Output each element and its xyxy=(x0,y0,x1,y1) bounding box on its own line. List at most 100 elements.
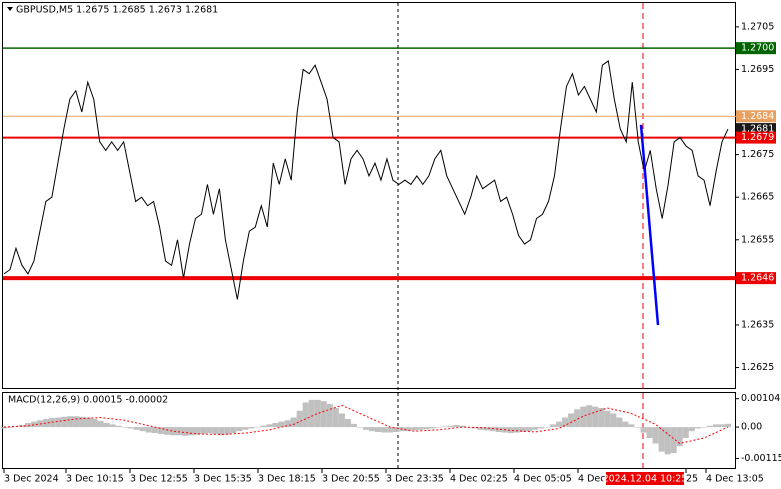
macd-bar xyxy=(175,427,182,436)
macd-bar xyxy=(640,427,647,433)
macd-bar xyxy=(519,427,526,432)
macd-bar xyxy=(194,427,201,435)
macd-bar xyxy=(103,423,110,428)
macd-bar xyxy=(441,426,448,428)
macd-bar xyxy=(344,418,351,428)
macd-bar xyxy=(284,420,291,428)
macd-bar xyxy=(151,427,158,434)
macd-bar xyxy=(181,427,189,436)
macd-bar xyxy=(43,418,50,428)
macd-bar xyxy=(224,427,231,435)
macd-bar xyxy=(592,406,599,428)
macd-bar xyxy=(495,427,502,432)
macd-bar xyxy=(290,417,297,428)
macd-bar xyxy=(628,424,635,428)
macd-bar xyxy=(507,427,514,434)
macd-bar xyxy=(97,421,104,428)
macd-bar xyxy=(586,405,593,428)
cursor-time-box xyxy=(606,472,684,485)
macd-bar xyxy=(477,427,484,430)
macd-bar xyxy=(550,424,557,428)
price-line xyxy=(3,60,729,300)
macd-bar xyxy=(133,427,140,430)
macd-bar xyxy=(109,424,116,428)
x-tick-label: 3 Dec 23:35 xyxy=(386,474,444,485)
macd-bar xyxy=(115,425,122,428)
y-tick-label: 1.2705 xyxy=(741,21,774,32)
macd-bar xyxy=(694,427,701,429)
x-tick-label: 3 Dec 2024 xyxy=(4,474,59,485)
y-tick-label: 1.2675 xyxy=(741,149,774,160)
x-tick-label: 3 Dec 15:35 xyxy=(194,474,252,485)
macd-bar xyxy=(73,416,80,428)
macd-bar xyxy=(664,427,671,455)
y-tick-label: 1.2655 xyxy=(741,234,774,245)
macd-bar xyxy=(556,421,563,428)
macd-bar xyxy=(350,423,357,428)
x-tick-label: 3 Dec 12:55 xyxy=(130,474,188,485)
macd-bar xyxy=(453,424,460,428)
macd-bar xyxy=(369,427,376,432)
macd-bar xyxy=(471,427,478,429)
macd-bar xyxy=(218,427,225,436)
x-tick-label: 25 xyxy=(686,474,698,485)
macd-bar xyxy=(616,417,623,428)
macd-bar xyxy=(531,427,538,430)
macd-bar xyxy=(242,427,249,430)
macd-bar xyxy=(157,427,164,434)
macd-bar xyxy=(483,427,490,431)
macd-bar xyxy=(200,427,207,434)
macd-bar xyxy=(230,427,237,434)
macd-bar xyxy=(188,427,195,436)
level-label: 1.2646 xyxy=(741,273,774,284)
macd-bar xyxy=(85,417,92,428)
x-tick-label: 4 Dec xyxy=(578,474,605,485)
macd-title: MACD(12,26,9) 0.00015 -0.00002 xyxy=(8,395,168,406)
signal-line xyxy=(3,404,729,444)
macd-bar xyxy=(610,413,617,428)
macd-bar xyxy=(0,427,8,429)
macd-bar xyxy=(163,427,170,435)
chart-title: GBPUSD,M5 1.2675 1.2685 1.2673 1.2681 xyxy=(16,5,218,16)
macd-bar xyxy=(411,427,418,431)
y-tick-label: 1.2695 xyxy=(741,64,774,75)
level-label-box xyxy=(736,272,776,285)
macd-bar xyxy=(724,423,732,428)
macd-bar xyxy=(574,409,581,428)
macd-bar xyxy=(121,427,128,428)
macd-bar xyxy=(712,424,719,428)
level-label-box xyxy=(736,131,776,144)
macd-bar xyxy=(248,427,255,429)
main-frame xyxy=(2,2,736,389)
macd-bar xyxy=(7,427,14,428)
macd-bar xyxy=(266,424,273,428)
macd-bar xyxy=(405,427,412,432)
y-tick-label: 0.00 xyxy=(741,422,762,433)
y-tick-label: 1.2665 xyxy=(741,192,774,203)
macd-bar xyxy=(435,427,442,428)
macd-bar xyxy=(622,421,629,428)
macd-bar xyxy=(447,425,454,428)
macd-bar xyxy=(332,408,339,428)
macd-bar xyxy=(19,424,26,428)
macd-bar xyxy=(254,427,261,428)
y-tick-label: 1.2635 xyxy=(741,319,774,330)
macd-bar xyxy=(459,425,466,428)
level-label-box xyxy=(736,42,776,55)
macd-bar xyxy=(55,417,62,428)
macd-bar xyxy=(91,418,98,428)
y-tick-label: -0.00115 xyxy=(741,453,781,464)
macd-bar xyxy=(236,427,243,432)
macd-bar xyxy=(296,410,303,428)
macd-bar xyxy=(169,427,176,436)
macd-bar xyxy=(700,427,707,428)
macd-bar xyxy=(598,408,605,428)
level-label: 1.2681 xyxy=(741,124,774,135)
macd-bar xyxy=(326,403,333,428)
macd-bar xyxy=(718,424,725,428)
macd-bar xyxy=(260,425,267,428)
y-tick-label: 0.00104 xyxy=(741,393,780,404)
level-label: 1.2700 xyxy=(741,43,774,54)
